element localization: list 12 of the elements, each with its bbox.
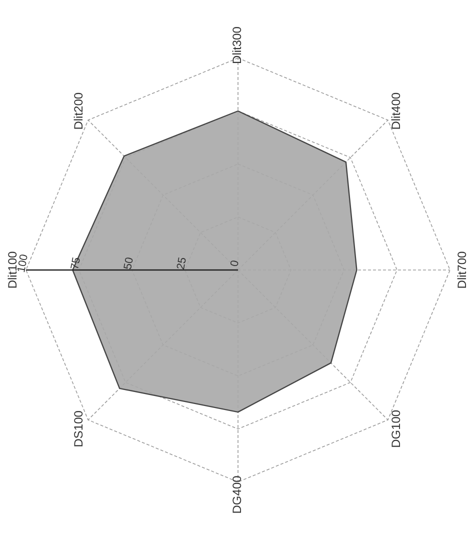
y-tick-label: 75 bbox=[69, 256, 84, 271]
spoke-label: Dlit200 bbox=[71, 92, 86, 130]
y-tick-label: 25 bbox=[175, 256, 190, 271]
spoke-label: DG100 bbox=[389, 410, 404, 448]
spoke-label: Dlit300 bbox=[230, 26, 244, 64]
y-tick-label: 0 bbox=[228, 259, 242, 268]
spoke-label: Dlit700 bbox=[454, 251, 469, 289]
y-tick-label: 50 bbox=[122, 256, 136, 271]
spoke-label: DG400 bbox=[230, 475, 244, 514]
spoke-label: DS100 bbox=[71, 410, 86, 448]
spoke-label: Dlit400 bbox=[389, 92, 404, 130]
y-tick-label: 100 bbox=[16, 253, 31, 274]
